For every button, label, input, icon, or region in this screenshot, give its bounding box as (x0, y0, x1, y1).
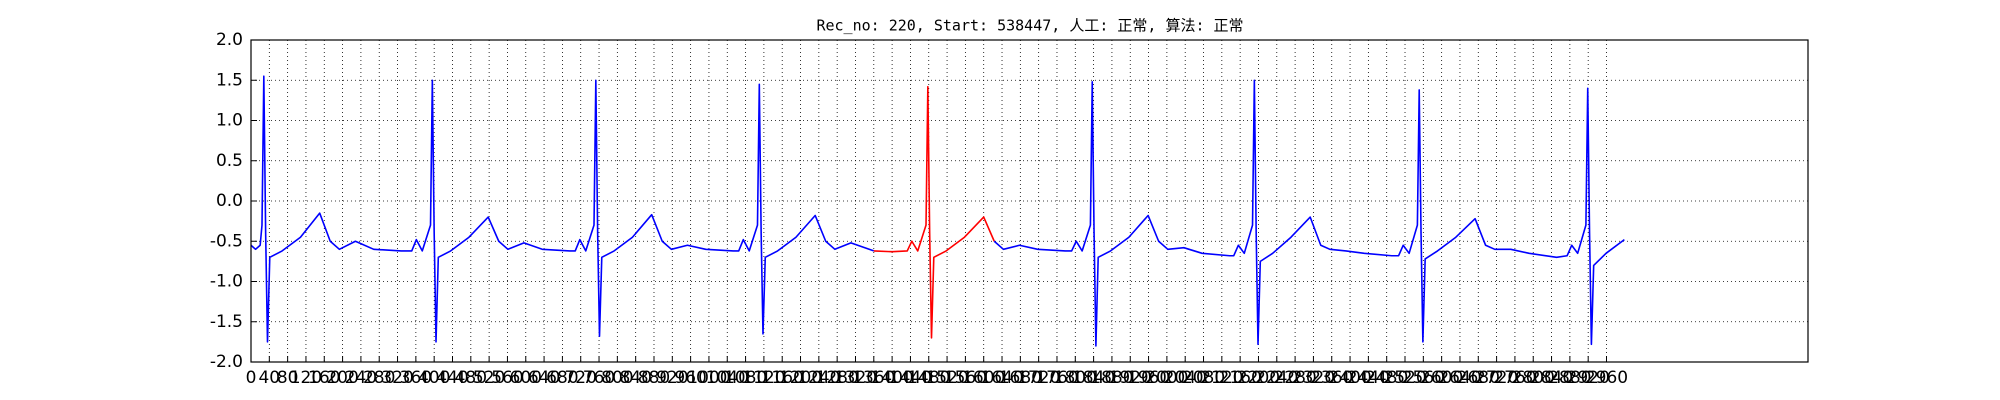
x-tick-label: 2160 (1219, 368, 1262, 388)
x-tick-label: 840 (619, 368, 651, 388)
x-tick-label: 1080 (724, 368, 767, 388)
x-tick-label: 2040 (1164, 368, 1207, 388)
x-tick-label: 1320 (834, 368, 877, 388)
x-tick-label: 1440 (889, 368, 932, 388)
x-tick-label: 920 (656, 368, 688, 388)
x-tick-label: 1680 (999, 368, 1042, 388)
x-tick-label: 2440 (1347, 368, 1390, 388)
x-tick-label: 800 (601, 368, 633, 388)
y-tick-label: -2.0 (210, 352, 243, 372)
x-tick-label: 120 (290, 368, 322, 388)
x-tick-label: 2760 (1493, 368, 1536, 388)
chart-title: Rec_no: 220, Start: 538447, 人工: 正常, 算法: … (816, 17, 1243, 35)
x-tick-label: 0 (246, 368, 257, 388)
y-tick-label: 0.0 (216, 191, 243, 211)
x-tick-label: 1040 (706, 368, 749, 388)
x-tick-label: 2480 (1365, 368, 1408, 388)
x-tick-label: 520 (473, 368, 505, 388)
x-tick-label: 160 (308, 368, 340, 388)
x-tick-label: 960 (674, 368, 706, 388)
ecg-line (993, 79, 1625, 347)
x-tick-label: 2200 (1237, 368, 1280, 388)
x-tick-label: 1960 (1127, 368, 1170, 388)
x-tick-label: 1760 (1035, 368, 1078, 388)
x-tick-label: 2400 (1328, 368, 1371, 388)
ecg-line (873, 85, 995, 339)
x-tick-label: 1360 (852, 368, 895, 388)
x-tick-label: 760 (583, 368, 615, 388)
x-tick-label: 600 (510, 368, 542, 388)
y-tick-label: 2.0 (216, 30, 243, 50)
x-tick-label: 1800 (1054, 368, 1097, 388)
y-tick-label: 0.5 (216, 151, 243, 171)
y-tick-label: 1.0 (216, 111, 243, 131)
x-tick-label: 1200 (779, 368, 822, 388)
x-tick-label: 680 (546, 368, 578, 388)
x-tick-label: 2800 (1512, 368, 1555, 388)
x-tick-label: 560 (491, 368, 523, 388)
x-tick-label: 1560 (944, 368, 987, 388)
x-tick-label: 1280 (816, 368, 859, 388)
x-tick-label: 480 (455, 368, 487, 388)
x-tick-label: 2240 (1255, 368, 1298, 388)
x-tick-label: 1120 (742, 368, 785, 388)
x-tick-label: 2000 (1145, 368, 1188, 388)
x-tick-label: 2720 (1475, 368, 1518, 388)
x-tick-label: 2880 (1548, 368, 1591, 388)
x-tick-label: 1720 (1017, 368, 1060, 388)
plot-frame (250, 39, 1809, 363)
x-tick-label: 80 (277, 368, 299, 388)
x-tick-label: 2600 (1420, 368, 1463, 388)
x-tick-label: 1480 (907, 368, 950, 388)
x-tick-label: 2840 (1530, 368, 1573, 388)
x-tick-label: 2520 (1383, 368, 1426, 388)
x-tick-label: 1000 (687, 368, 730, 388)
x-tick-label: 2920 (1567, 368, 1610, 388)
y-tick-label: -0.5 (210, 231, 243, 251)
x-tick-label: 640 (528, 368, 560, 388)
x-tick-label: 2960 (1585, 368, 1628, 388)
x-tick-label: 1640 (980, 368, 1023, 388)
x-tick-label: 1600 (962, 368, 1005, 388)
ecg-line (250, 75, 875, 343)
x-tick-label: 2640 (1438, 368, 1481, 388)
x-tick-label: 880 (638, 368, 670, 388)
x-tick-label: 2120 (1200, 368, 1243, 388)
x-tick-label: 1920 (1109, 368, 1152, 388)
x-tick-label: 1160 (761, 368, 804, 388)
x-tick-label: 360 (400, 368, 432, 388)
x-tick-label: 40 (258, 368, 280, 388)
x-tick-label: 2320 (1292, 368, 1335, 388)
x-tick-label: 240 (345, 368, 377, 388)
x-tick-label: 1240 (797, 368, 840, 388)
x-tick-label: 2560 (1402, 368, 1445, 388)
x-tick-label: 2280 (1273, 368, 1316, 388)
x-tick-label: 2080 (1182, 368, 1225, 388)
x-tick-label: 2360 (1310, 368, 1353, 388)
x-tick-label: 400 (418, 368, 450, 388)
y-tick-label: -1.5 (210, 312, 243, 332)
x-tick-label: 1840 (1072, 368, 1115, 388)
y-tick-label: -1.0 (210, 272, 243, 292)
x-tick-label: 1880 (1090, 368, 1133, 388)
x-tick-label: 1400 (870, 368, 913, 388)
x-tick-label: 1520 (925, 368, 968, 388)
y-tick-label: 1.5 (216, 70, 243, 90)
x-tick-label: 200 (326, 368, 358, 388)
x-tick-label: 280 (363, 368, 395, 388)
x-tick-label: 720 (564, 368, 596, 388)
x-tick-label: 320 (381, 368, 413, 388)
x-tick-label: 440 (436, 368, 468, 388)
x-tick-label: 2680 (1457, 368, 1500, 388)
